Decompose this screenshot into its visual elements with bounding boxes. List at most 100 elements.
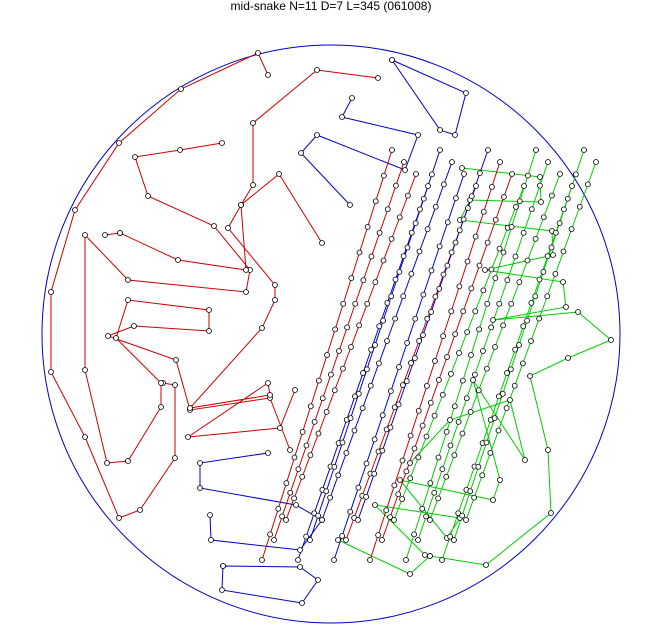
vertex <box>371 470 378 477</box>
vertex <box>427 517 433 523</box>
vertex <box>407 432 414 439</box>
vertex <box>82 367 88 373</box>
vertex <box>560 206 567 213</box>
vertex <box>238 202 244 208</box>
vertex <box>476 262 483 269</box>
vertex <box>327 371 334 378</box>
vertex <box>319 240 325 246</box>
vertex <box>436 243 443 250</box>
vertex <box>424 315 431 322</box>
vertex <box>331 557 337 563</box>
vertex <box>447 370 454 377</box>
vertex <box>250 182 256 188</box>
boundary-circle <box>41 44 621 624</box>
vertex <box>576 203 583 210</box>
blue-path <box>300 97 419 206</box>
vertex <box>298 150 304 156</box>
vertex <box>356 322 363 329</box>
vertex <box>271 537 277 543</box>
vertex <box>419 422 426 429</box>
vertex <box>125 458 131 464</box>
vertex <box>404 244 411 251</box>
vertex <box>132 154 138 160</box>
vertex <box>267 392 273 398</box>
vertex <box>379 412 386 419</box>
vertex <box>447 442 454 449</box>
vertex <box>507 397 513 403</box>
vertex <box>584 181 591 188</box>
vertex <box>500 322 507 329</box>
vertex <box>48 369 54 375</box>
vertex <box>225 225 231 231</box>
vertex <box>243 267 249 273</box>
vertex <box>444 219 451 226</box>
vertex <box>399 382 406 389</box>
vertex <box>451 537 457 543</box>
vertex <box>384 206 391 213</box>
vertex <box>315 430 322 437</box>
vertex <box>267 531 274 538</box>
vertex <box>131 323 137 329</box>
vertex <box>459 165 465 171</box>
vertex <box>348 275 355 282</box>
vertex <box>538 199 544 205</box>
vertex <box>207 512 213 518</box>
vertex <box>339 532 346 539</box>
vertex <box>516 198 523 205</box>
vertex <box>497 477 503 483</box>
vertex <box>197 485 203 491</box>
vertex <box>355 390 362 397</box>
blue-path <box>199 452 323 551</box>
vertex <box>467 488 474 495</box>
vertex <box>460 216 467 223</box>
vertex <box>351 393 358 400</box>
vertex <box>307 403 314 410</box>
red-path <box>50 52 269 519</box>
vertex <box>560 279 566 285</box>
vertex <box>364 300 371 307</box>
vertex <box>371 436 378 443</box>
vertex <box>384 299 391 306</box>
vertex <box>356 249 363 256</box>
vertex <box>548 244 555 251</box>
vertex <box>259 557 265 563</box>
vertex <box>243 289 249 295</box>
vertex <box>492 275 499 282</box>
vertex <box>376 229 383 236</box>
vertex <box>431 489 438 496</box>
vertex <box>331 463 338 470</box>
vertex <box>568 226 575 233</box>
vertex <box>48 289 54 295</box>
vertex <box>348 344 354 350</box>
vertex <box>82 232 88 238</box>
vertex <box>492 216 499 223</box>
vertex <box>532 235 539 242</box>
vertex <box>380 257 387 264</box>
vertex <box>208 537 214 543</box>
vertex <box>472 308 479 315</box>
vertex <box>376 323 383 330</box>
vertex <box>552 229 559 236</box>
vertex <box>255 50 261 56</box>
vertex <box>250 120 256 126</box>
vertex <box>487 449 494 456</box>
vertex <box>408 229 415 236</box>
vertex <box>297 564 303 570</box>
vertex <box>480 348 486 354</box>
vertex <box>544 293 551 300</box>
vertex <box>415 132 421 138</box>
vertex <box>483 562 489 568</box>
vertex <box>403 468 410 475</box>
vertex <box>380 172 387 179</box>
vertex <box>177 147 183 153</box>
vertex <box>512 253 519 260</box>
vertex <box>422 552 428 558</box>
vertex <box>291 454 298 461</box>
vertex <box>219 140 225 146</box>
vertex <box>420 332 426 338</box>
vertex <box>359 405 366 412</box>
vertex <box>415 537 421 543</box>
vertex <box>439 466 446 473</box>
